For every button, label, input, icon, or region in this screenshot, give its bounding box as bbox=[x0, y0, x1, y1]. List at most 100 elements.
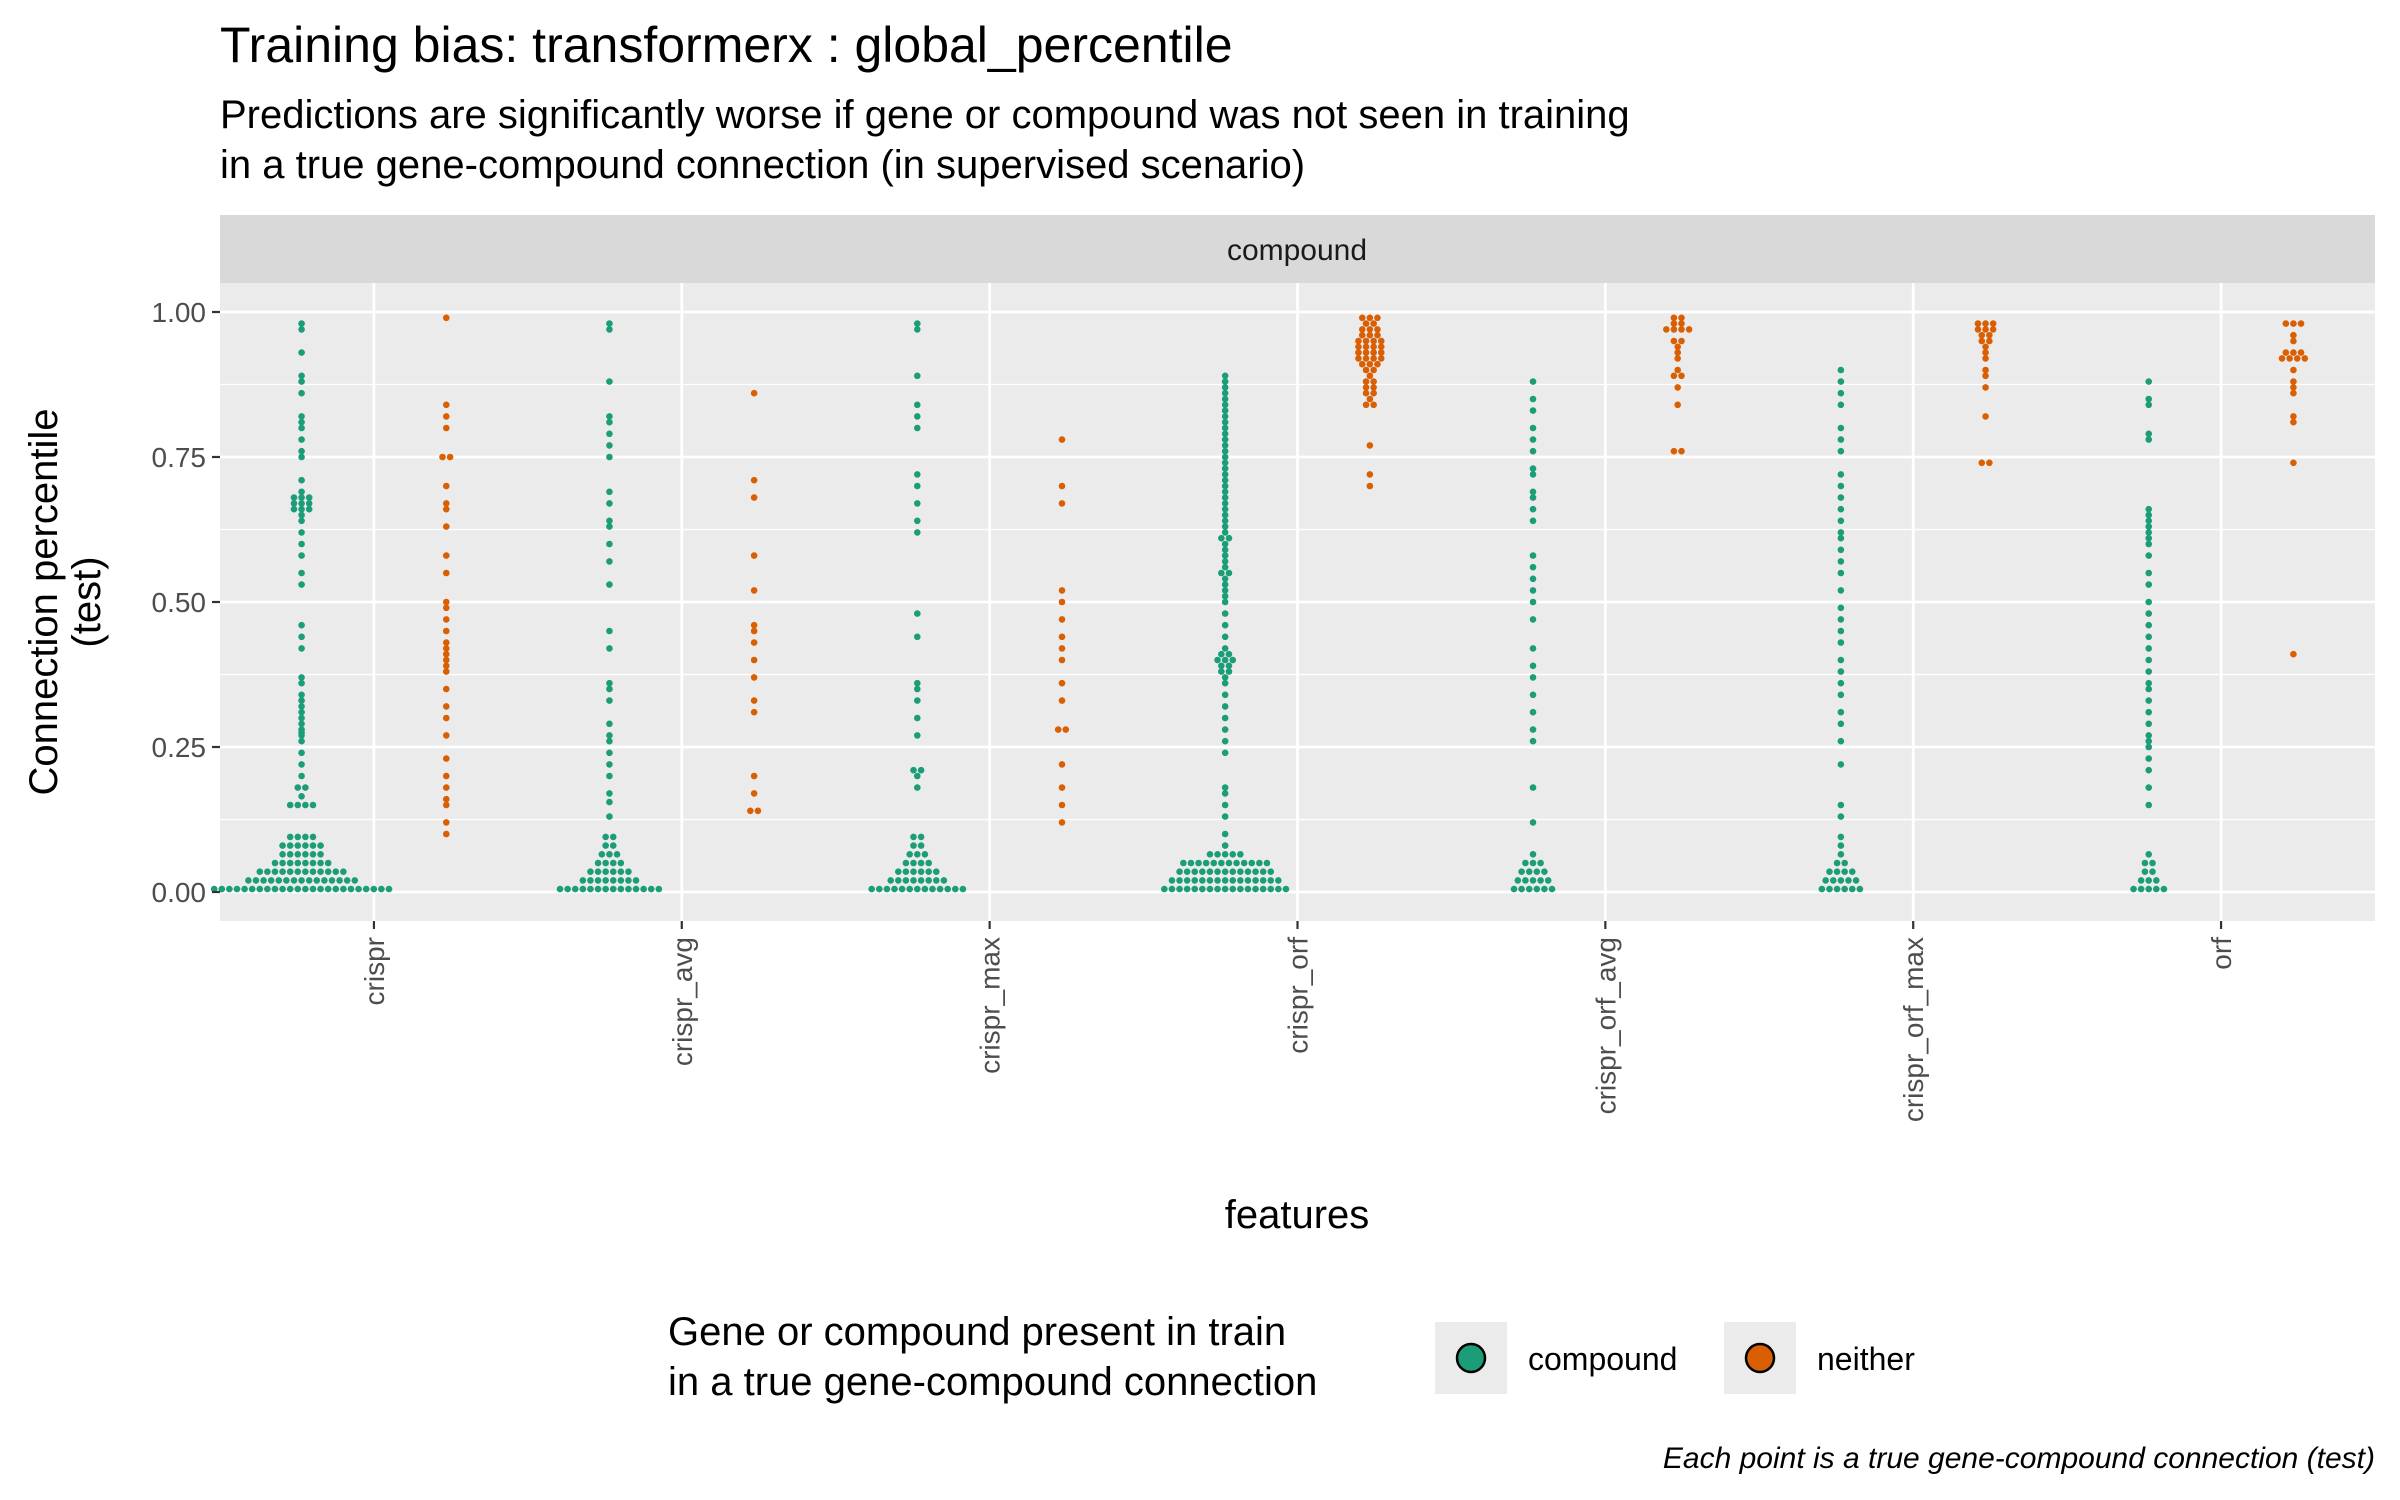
data-point-compound bbox=[1221, 430, 1229, 438]
data-point-compound bbox=[279, 868, 286, 875]
data-point-compound bbox=[1837, 668, 1845, 675]
data-point-compound bbox=[298, 621, 305, 629]
data-point-compound bbox=[1237, 851, 1244, 858]
data-point-compound bbox=[606, 378, 613, 385]
data-point-compound bbox=[1533, 885, 1541, 893]
data-point-neither bbox=[442, 830, 450, 838]
data-point-compound bbox=[2145, 766, 2153, 774]
data-point-compound bbox=[940, 877, 948, 884]
data-point-neither bbox=[2290, 331, 2297, 339]
data-point-compound bbox=[1529, 877, 1537, 884]
data-point-neither bbox=[442, 604, 450, 612]
data-point-compound bbox=[298, 737, 305, 745]
data-point-compound bbox=[1221, 413, 1229, 420]
data-point-compound bbox=[1529, 395, 1537, 403]
data-point-compound bbox=[2145, 743, 2153, 751]
data-point-compound bbox=[1837, 534, 1845, 542]
data-point-neither bbox=[1989, 326, 1997, 333]
data-point-compound bbox=[2149, 859, 2156, 867]
data-point-compound bbox=[298, 569, 305, 577]
data-point-compound bbox=[910, 842, 917, 849]
data-point-compound bbox=[298, 505, 305, 513]
data-point-compound bbox=[1221, 581, 1229, 588]
data-point-neither bbox=[1362, 378, 1370, 385]
data-point-compound bbox=[1210, 859, 1218, 867]
data-point-neither bbox=[1355, 337, 1362, 345]
data-point-compound bbox=[385, 885, 393, 893]
data-point-compound bbox=[1218, 859, 1225, 867]
data-point-compound bbox=[913, 372, 921, 380]
data-point-neither bbox=[1370, 378, 1377, 385]
data-point-compound bbox=[1525, 885, 1533, 893]
data-point-compound bbox=[1221, 488, 1229, 496]
data-point-neither bbox=[1058, 587, 1066, 594]
data-point-compound bbox=[1529, 662, 1537, 670]
data-point-compound bbox=[1525, 868, 1533, 875]
data-point-neither bbox=[1982, 384, 1989, 391]
data-point-compound bbox=[1833, 859, 1841, 867]
data-point-compound bbox=[1221, 830, 1229, 838]
data-point-compound bbox=[1529, 598, 1537, 606]
data-point-compound bbox=[1176, 877, 1183, 884]
data-point-compound bbox=[594, 877, 602, 884]
data-point-compound bbox=[317, 842, 324, 849]
data-point-compound bbox=[617, 877, 625, 884]
data-point-compound bbox=[617, 885, 625, 893]
data-point-compound bbox=[617, 859, 625, 867]
data-point-neither bbox=[1674, 355, 1682, 362]
data-point-compound bbox=[290, 877, 298, 884]
data-point-compound bbox=[1259, 877, 1267, 884]
data-point-neither bbox=[1982, 413, 1989, 420]
data-point-neither bbox=[1374, 360, 1381, 368]
data-point-compound bbox=[1529, 378, 1537, 385]
data-point-compound bbox=[1206, 885, 1214, 893]
data-point-neither bbox=[750, 621, 758, 629]
data-point-compound bbox=[1244, 885, 1252, 893]
data-point-neither bbox=[750, 494, 758, 501]
data-point-compound bbox=[1837, 627, 1845, 635]
data-point-neither bbox=[1674, 343, 1682, 351]
data-point-compound bbox=[1529, 737, 1537, 745]
data-point-compound bbox=[602, 859, 609, 867]
x-axis-title: features bbox=[1225, 1193, 1370, 1237]
legend-swatch-neither bbox=[1744, 1342, 1776, 1374]
data-point-compound bbox=[302, 801, 309, 809]
data-point-compound bbox=[1256, 859, 1263, 867]
data-point-compound bbox=[1522, 877, 1529, 884]
data-point-compound bbox=[298, 349, 305, 356]
data-point-compound bbox=[2145, 540, 2153, 548]
data-points bbox=[210, 314, 2309, 893]
data-point-compound bbox=[343, 877, 351, 884]
data-point-compound bbox=[1541, 885, 1548, 893]
data-point-compound bbox=[1837, 877, 1845, 884]
data-point-compound bbox=[1548, 885, 1556, 893]
data-point-compound bbox=[2145, 598, 2153, 606]
data-point-compound bbox=[1229, 656, 1237, 664]
data-point-compound bbox=[1541, 868, 1548, 875]
data-point-compound bbox=[902, 868, 910, 875]
data-point-compound bbox=[2145, 401, 2153, 409]
data-point-compound bbox=[1218, 534, 1225, 542]
data-point-compound bbox=[305, 505, 313, 513]
data-point-compound bbox=[913, 320, 921, 327]
data-point-compound bbox=[1221, 885, 1229, 893]
data-point-compound bbox=[913, 529, 921, 536]
legend-label-compound: compound bbox=[1528, 1341, 1677, 1377]
data-point-compound bbox=[1837, 587, 1845, 594]
data-point-compound bbox=[2141, 859, 2149, 867]
data-point-compound bbox=[294, 885, 302, 893]
data-point-neither bbox=[2290, 384, 2297, 391]
data-point-compound bbox=[913, 401, 921, 409]
data-point-neither bbox=[1678, 320, 1685, 327]
data-point-compound bbox=[1183, 868, 1191, 875]
data-point-compound bbox=[1837, 616, 1845, 623]
data-point-compound bbox=[875, 885, 883, 893]
data-point-compound bbox=[298, 320, 305, 327]
data-point-compound bbox=[298, 633, 305, 641]
data-point-compound bbox=[321, 877, 328, 884]
data-point-compound bbox=[2137, 885, 2145, 893]
data-point-neither bbox=[442, 401, 450, 409]
data-point-compound bbox=[1191, 885, 1199, 893]
data-point-compound bbox=[2145, 708, 2153, 716]
data-point-neither bbox=[1058, 656, 1066, 664]
